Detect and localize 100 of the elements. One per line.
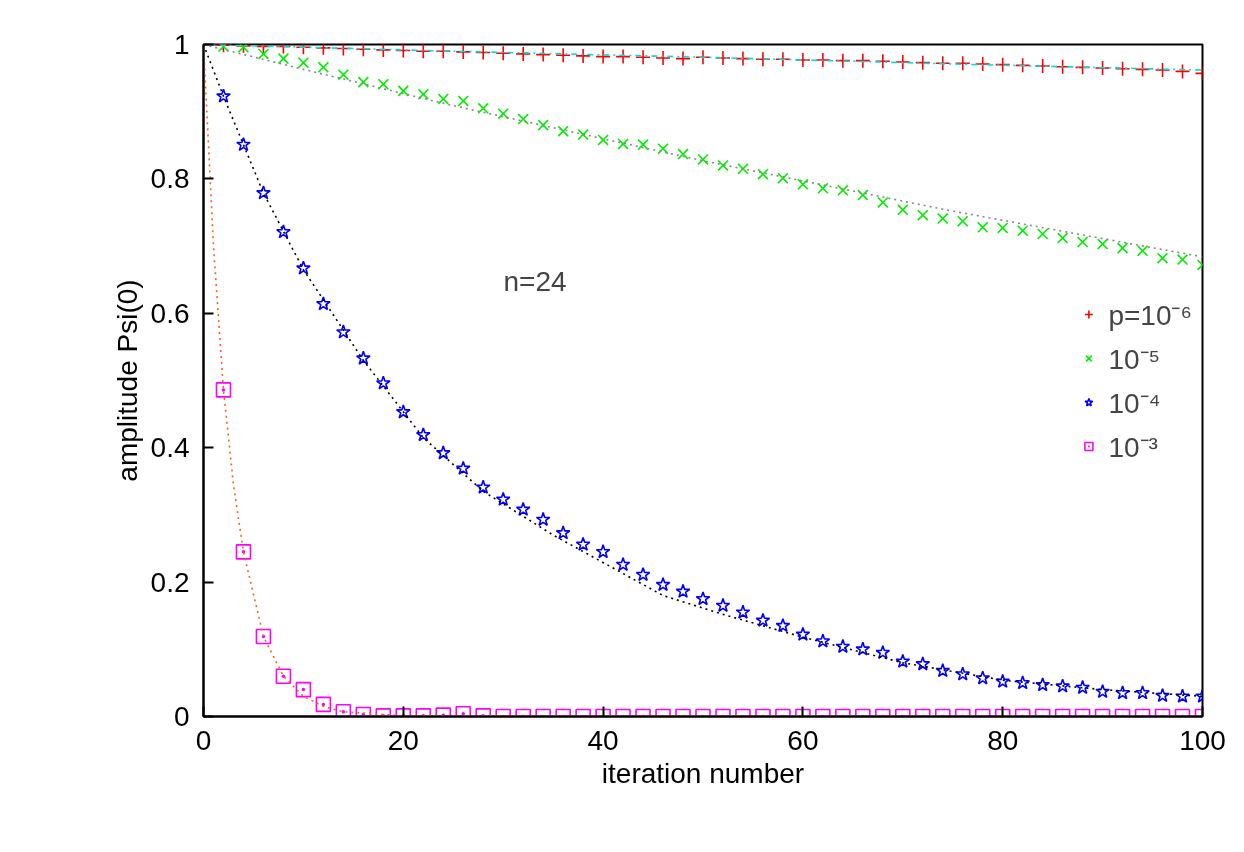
point [655,576,671,592]
point [235,544,252,560]
x-axis-title: iteration number [601,757,805,789]
x-tick-label: 20 [387,724,419,756]
y-tick-label: 0.8 [150,163,190,195]
legend-label: p=10⁻⁶ [1108,299,1192,333]
point [477,102,489,115]
point [835,52,851,69]
point [1116,242,1129,254]
point [497,107,509,120]
point [415,427,431,442]
point [355,350,371,365]
point [216,88,231,103]
y-tick-label: 0.2 [150,566,190,598]
point [275,668,292,684]
point [417,88,430,100]
point [236,136,251,152]
point [1095,683,1111,699]
point [395,44,412,59]
legend-label: 10⁻⁴ [1108,387,1161,421]
legend-label: 10⁻⁵ [1108,343,1161,377]
y-tick-label: 1 [173,29,190,60]
point [975,670,991,685]
point [994,56,1011,73]
point [955,666,971,681]
point [695,591,711,606]
point [255,185,271,200]
y-axis-title: amplitude Psi(0) [111,279,143,482]
y-tick-label: 0 [173,701,190,732]
point [1015,675,1031,690]
point [595,544,611,559]
point [837,184,849,197]
point [755,612,771,627]
point [835,638,851,654]
point [357,76,370,88]
point [315,296,331,311]
point [597,134,609,146]
y-tick-label: 0.6 [150,297,190,329]
x-tick-label: 60 [787,724,819,756]
point [435,445,451,460]
point [1155,687,1170,703]
legend-label: 10⁻³ [1108,431,1158,465]
point [775,617,791,633]
point [515,501,531,516]
point [657,142,669,155]
point [737,163,749,175]
point [375,44,392,58]
point [1135,685,1151,700]
point [895,54,911,70]
point [1175,688,1190,703]
point [1075,679,1091,695]
point [535,46,551,63]
point [914,54,931,71]
point [1016,224,1029,237]
point [317,61,330,74]
point [1156,252,1169,264]
point [277,52,290,65]
point [475,479,491,494]
point [275,224,291,239]
x-tick-label: 100 [1179,724,1226,756]
point [517,113,529,125]
point [934,55,951,72]
point [595,48,611,65]
point [715,597,731,613]
point [935,663,951,678]
point [375,375,391,390]
x-tick-label: 0 [195,724,212,756]
point [675,50,691,67]
x-tick-label: 40 [587,724,619,756]
point [777,172,789,184]
point [435,44,452,60]
point [575,48,591,64]
point [775,51,791,68]
point [575,536,591,551]
point [675,583,691,598]
point [255,628,272,645]
point [697,153,709,166]
point [917,209,929,221]
point [795,626,811,641]
point [735,604,751,619]
point [337,68,350,81]
point [495,45,511,62]
point [555,525,571,540]
point [895,653,911,668]
point [956,215,969,227]
point [1094,60,1111,76]
point [1174,63,1191,80]
point [717,159,729,172]
point [857,189,869,201]
point [397,85,410,97]
point [1056,232,1069,244]
point [1076,236,1089,248]
point [1014,57,1031,74]
point [937,212,949,225]
point [535,511,551,527]
point [637,138,649,151]
point [295,260,311,275]
point [495,491,511,506]
point [915,656,931,671]
point [877,196,889,209]
